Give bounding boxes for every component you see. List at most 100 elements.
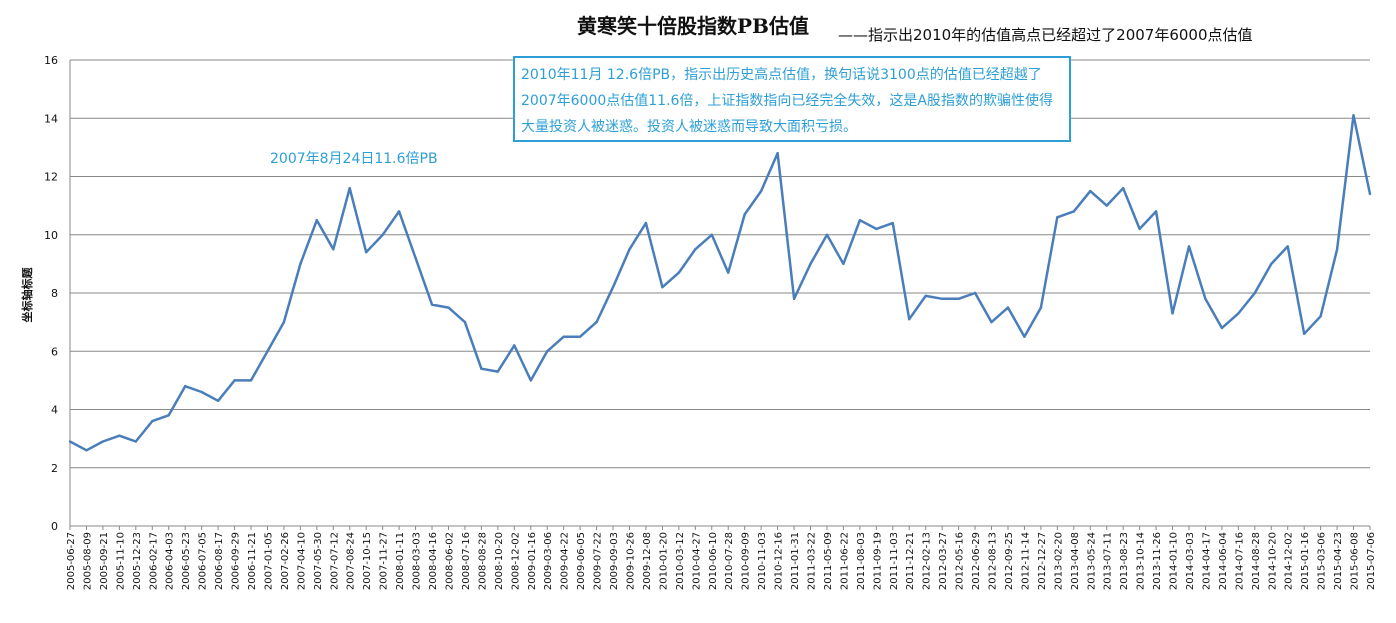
data-point: [167, 414, 170, 417]
x-tick-label: 2012-03-27: [938, 532, 949, 590]
data-point: [644, 221, 648, 225]
x-tick-label: 2009-09-03: [609, 532, 620, 590]
x-tick-label: 2014-12-02: [1284, 532, 1295, 590]
x-tick-label: 2008-07-16: [461, 532, 472, 590]
data-point: [414, 256, 417, 260]
data-point: [1105, 204, 1108, 207]
data-point: [365, 251, 368, 254]
data-point: [1352, 114, 1355, 117]
x-tick-label: 2013-11-26: [1152, 532, 1163, 590]
x-tick-label: 2013-07-11: [1103, 532, 1114, 590]
gridlines: [69, 59, 1370, 527]
series-line-pb: [69, 114, 1372, 452]
data-point: [1089, 189, 1092, 193]
x-tick-label: 2014-01-10: [1169, 532, 1180, 590]
data-point: [973, 291, 977, 295]
x-tick-label: 2010-04-27: [691, 532, 702, 590]
data-point: [1072, 210, 1075, 213]
data-point: [1154, 210, 1158, 213]
data-point: [1171, 312, 1174, 315]
data-point: [1204, 297, 1207, 301]
x-tick-label: 2008-04-16: [428, 532, 439, 590]
x-tick-label: 2011-06-22: [839, 532, 850, 590]
y-axis: 0 2 4 6 8 10 12 14 16: [44, 54, 58, 533]
x-tick-label: 2012-02-13: [922, 532, 933, 590]
data-point: [595, 320, 598, 324]
x-tick-label: 2011-03-22: [807, 532, 818, 590]
data-point: [183, 385, 187, 388]
data-point: [759, 189, 763, 193]
x-tick-label: 2014-08-28: [1251, 532, 1262, 590]
data-point: [809, 262, 812, 266]
data-point: [842, 262, 845, 266]
x-tick-label: 2013-08-23: [1119, 532, 1130, 590]
x-tick-label: 2010-09-09: [741, 532, 752, 590]
x-tick-label: 2006-08-17: [214, 532, 225, 590]
data-point: [1302, 332, 1306, 335]
x-tick-label: 2006-02-17: [148, 532, 159, 590]
x-tick-label: 2009-01-16: [527, 532, 538, 590]
x-tick-label: 2013-02-20: [1053, 532, 1064, 590]
data-point: [463, 320, 467, 324]
x-tick-label: 2009-10-26: [625, 532, 636, 590]
x-tick-label: 2005-06-27: [66, 532, 77, 590]
data-point: [430, 303, 434, 306]
x-tick-label: 2009-06-05: [576, 532, 587, 590]
data-point: [1253, 291, 1257, 295]
data-point: [1270, 262, 1273, 266]
x-tick-label: 2009-03-06: [543, 532, 554, 590]
x-tick-label: 2011-08-03: [856, 532, 867, 590]
x-tick-label: 2007-05-30: [313, 532, 324, 590]
data-point: [249, 379, 253, 382]
data-point: [216, 399, 220, 402]
data-point: [562, 335, 565, 338]
data-point: [776, 152, 779, 155]
x-tick-label: 2012-08-13: [988, 532, 999, 590]
x-tick-label: 2009-07-22: [593, 532, 604, 590]
data-point: [546, 350, 549, 353]
data-point: [1237, 312, 1240, 315]
x-tick-label: 2015-06-08: [1350, 532, 1361, 590]
data-point: [381, 233, 384, 236]
data-point: [710, 233, 713, 236]
data-point: [611, 285, 615, 289]
data-point: [1023, 335, 1026, 338]
x-tick-label: 2005-08-09: [82, 532, 93, 590]
x-tick-label: 2006-04-03: [165, 532, 176, 590]
x-tick-label: 2012-05-16: [955, 532, 966, 590]
data-point: [858, 218, 862, 222]
data-point: [315, 218, 319, 222]
x-tick-label: 2008-01-11: [395, 532, 406, 590]
x-tick-label: 2015-07-06: [1366, 532, 1377, 590]
data-point: [875, 227, 878, 231]
x-tick-label: 2005-11-10: [115, 532, 126, 590]
x-axis: 2005-06-27 2005-08-09 2005-09-21 2005-11-10…: [66, 526, 1377, 590]
x-tick-label: 2015-04-23: [1333, 532, 1344, 590]
annotation-2010-peak: 2010年11月 12.6倍PB，指示出历史高点估值，换句话说3100点的估值已…: [513, 56, 1071, 142]
data-point: [233, 379, 236, 382]
y-axis-title: 坐标轴标题: [20, 267, 34, 323]
y-tick-label: 14: [44, 112, 58, 125]
y-tick-label: 10: [44, 229, 58, 242]
data-point: [792, 297, 796, 301]
data-point: [480, 367, 483, 370]
data-point: [1220, 326, 1224, 330]
x-tick-label: 2007-01-05: [263, 532, 274, 590]
y-tick-label: 8: [51, 287, 58, 300]
data-point: [957, 297, 960, 301]
x-tick-label: 2007-10-15: [362, 532, 373, 590]
x-tick-label: 2007-11-27: [379, 532, 390, 590]
x-tick-label: 2008-03-03: [412, 532, 423, 590]
data-point: [891, 221, 894, 225]
x-tick-label: 2005-09-21: [99, 532, 110, 590]
x-tick-label: 2012-11-14: [1020, 532, 1031, 590]
data-point: [68, 440, 72, 443]
series-layer: [68, 114, 1372, 452]
y-tick-label: 2: [51, 462, 58, 475]
x-tick-label: 2007-04-10: [296, 532, 307, 590]
x-tick-label: 2011-05-09: [823, 532, 834, 590]
x-tick-label: 2008-06-02: [444, 532, 455, 590]
x-tick-label: 2013-10-14: [1136, 532, 1147, 590]
x-tick-label: 2006-09-29: [231, 532, 242, 590]
